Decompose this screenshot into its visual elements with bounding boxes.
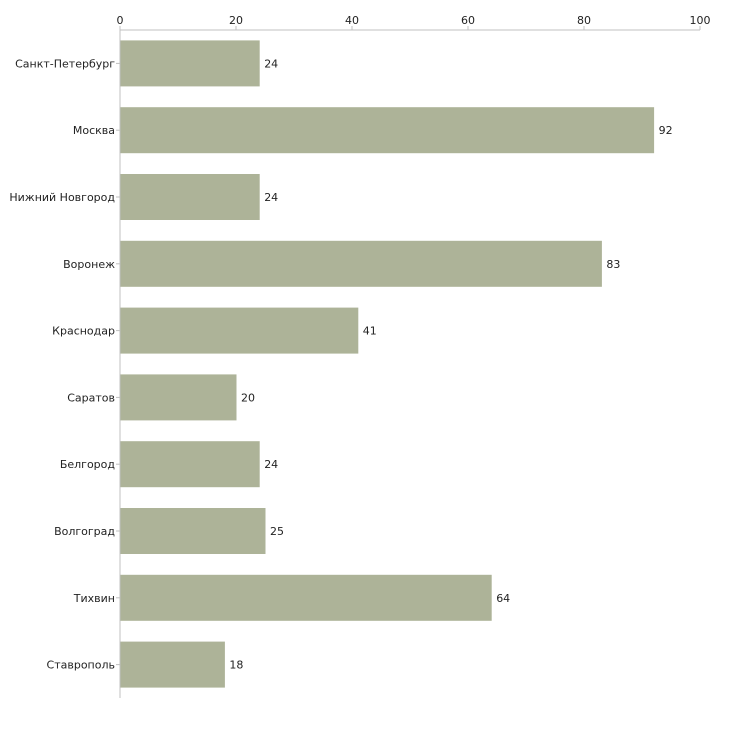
bar bbox=[120, 641, 225, 688]
category-label: Нижний Новгород bbox=[9, 191, 115, 204]
value-label: 24 bbox=[264, 458, 278, 471]
x-tick-label: 80 bbox=[577, 14, 591, 27]
value-label: 18 bbox=[229, 659, 243, 672]
bar bbox=[120, 107, 655, 154]
bar bbox=[120, 441, 260, 488]
x-tick-label: 0 bbox=[117, 14, 124, 27]
category-label: Тихвин bbox=[73, 592, 115, 605]
value-label: 24 bbox=[264, 191, 278, 204]
value-label: 25 bbox=[270, 525, 284, 538]
category-label: Краснодар bbox=[52, 325, 115, 338]
value-labels-group: 24 92 24 83 41 20 24 25 64 18 bbox=[229, 57, 672, 671]
bar bbox=[120, 40, 260, 87]
bar bbox=[120, 174, 260, 220]
category-label: Воронеж bbox=[63, 258, 115, 271]
bar bbox=[120, 374, 237, 421]
value-label: 24 bbox=[264, 57, 278, 70]
category-label: Волгоград bbox=[54, 525, 115, 538]
value-label: 20 bbox=[241, 391, 255, 404]
x-tick-label: 60 bbox=[461, 14, 475, 27]
bar bbox=[120, 508, 266, 554]
bar bbox=[120, 574, 492, 621]
y-axis: Санкт-Петербург Москва Нижний Новгород Воро… bbox=[9, 30, 121, 698]
value-label: 64 bbox=[496, 592, 510, 605]
x-tick-label: 20 bbox=[229, 14, 243, 27]
bar bbox=[120, 240, 602, 287]
category-label: Санкт-Петербург bbox=[15, 57, 115, 70]
category-label: Саратов bbox=[67, 391, 115, 404]
bar bbox=[120, 307, 359, 354]
value-label: 92 bbox=[659, 124, 673, 137]
value-label: 83 bbox=[606, 258, 620, 271]
bars-group bbox=[120, 40, 655, 688]
category-label: Белгород bbox=[60, 458, 116, 471]
x-axis: 0 20 40 60 80 100 bbox=[117, 14, 711, 31]
x-tick-label: 100 bbox=[690, 14, 711, 27]
value-label: 41 bbox=[363, 325, 377, 338]
category-label: Ставрополь bbox=[47, 659, 115, 672]
x-tick-label: 40 bbox=[345, 14, 359, 27]
category-label: Москва bbox=[73, 124, 115, 137]
